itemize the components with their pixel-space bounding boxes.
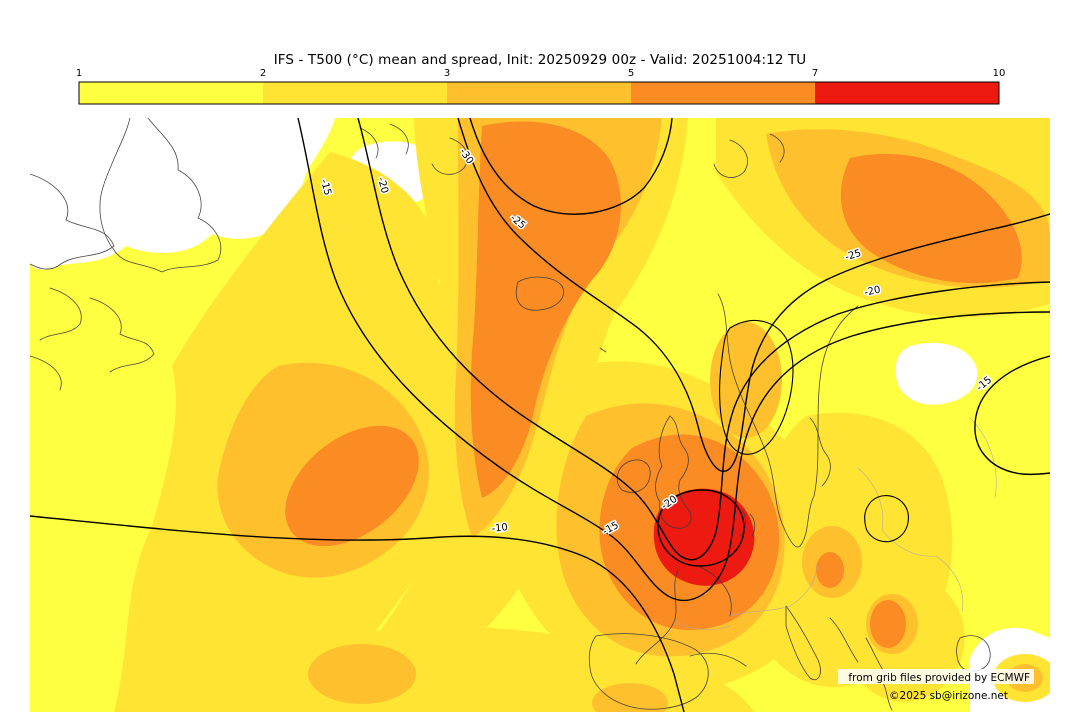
- colorbar-frame: [78, 81, 1000, 105]
- credit-backplate: [838, 669, 1034, 684]
- contour-line-minus15: [297, 118, 1050, 602]
- contour-line-small-oval: [864, 495, 909, 543]
- colorbar-segment-2: [263, 82, 447, 104]
- country-borders: [673, 417, 997, 630]
- contour-line-minus20: [357, 118, 1050, 561]
- spread-region-level4: [285, 121, 1022, 648]
- colorbar-segment-1: [79, 82, 263, 104]
- colorbar-segment-3: [447, 82, 631, 104]
- contour-line-minus20-closed: [657, 489, 745, 567]
- colorbar-tick: 3: [444, 68, 450, 79]
- credit-provider: from grib files provided by ECMWF: [848, 672, 1030, 684]
- page-title: IFS - T500 (°C) mean and spread, Init: 2…: [273, 52, 807, 68]
- colorbar-tick: 10: [993, 68, 1005, 79]
- contour-line-minus25: [457, 118, 1050, 472]
- colorbar-tick: 1: [76, 68, 82, 79]
- contour-line-minus15-east: [974, 355, 1050, 476]
- credits: from grib files provided by ECMWF ©2025 …: [838, 669, 1034, 702]
- colorbar: 1 2 3 5 7 10: [76, 68, 1005, 105]
- colorbar-segment-5: [815, 82, 999, 104]
- colorbar-tick: 2: [260, 68, 266, 79]
- map-canvas: -15 -20 -30 -25 -25 -20 -20 -15 -10 -15 …: [30, 118, 1050, 712]
- contour-line-minus10: [30, 515, 685, 712]
- contour-lines: [30, 118, 1050, 712]
- coastlines: [30, 118, 991, 711]
- contour-line-minus30: [469, 118, 673, 215]
- contour-line-closed-scandinavia: [719, 319, 794, 455]
- colorbar-tick: 5: [628, 68, 634, 79]
- contour-label: -20: [863, 284, 881, 298]
- colorbar-tick: 7: [812, 68, 818, 79]
- colorbar-segment-4: [631, 82, 815, 104]
- credit-copyright: ©2025 sb@irizone.net: [889, 690, 1008, 702]
- contour-label: -10: [491, 522, 508, 535]
